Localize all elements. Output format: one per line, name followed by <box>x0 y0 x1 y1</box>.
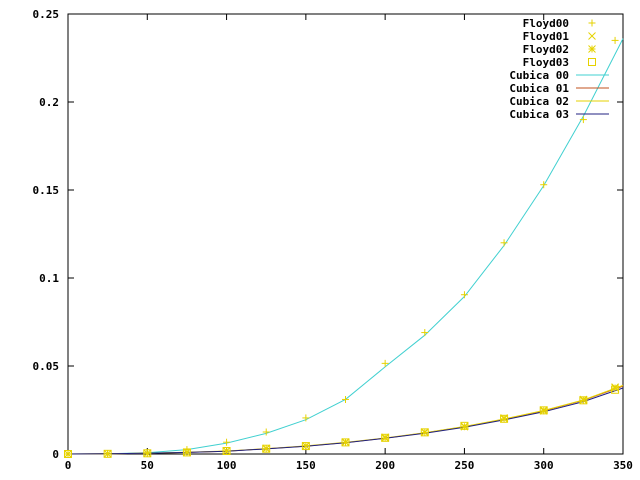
data-point-floyd02 <box>64 450 72 458</box>
data-point-floyd02 <box>341 438 350 447</box>
data-point-floyd02 <box>381 434 389 443</box>
data-point-floyd02 <box>183 448 191 457</box>
data-point-floyd03 <box>500 414 509 423</box>
legend-label: Cubica 02 <box>509 95 569 108</box>
legend-marker <box>588 19 596 27</box>
y-tick-label: 0.25 <box>33 8 60 21</box>
data-point-floyd00 <box>262 428 270 436</box>
x-tick-label: 250 <box>454 459 474 472</box>
data-point-floyd02 <box>143 449 152 458</box>
legend-label: Floyd00 <box>523 17 569 30</box>
data-point-floyd03 <box>262 444 271 453</box>
data-point-floyd00 <box>223 438 231 446</box>
series-points <box>64 36 620 458</box>
data-point-floyd00 <box>611 36 619 44</box>
legend-label: Cubica 01 <box>509 82 569 95</box>
x-tick-label: 100 <box>217 459 237 472</box>
data-point-floyd00 <box>342 395 349 403</box>
y-tick-label: 0.15 <box>33 184 60 197</box>
x-tick-label: 150 <box>296 459 316 472</box>
plot-frame <box>67 13 624 455</box>
data-point-floyd03 <box>143 449 152 458</box>
legend-marker <box>588 45 596 53</box>
data-point-floyd03 <box>579 396 588 405</box>
legend-marker <box>588 58 596 66</box>
data-point-floyd02 <box>262 444 271 453</box>
data-point-floyd03 <box>222 447 231 456</box>
data-point-floyd02 <box>103 449 112 458</box>
legend-label: Cubica 03 <box>509 108 569 121</box>
x-tick-label: 200 <box>375 459 395 472</box>
legend-label: Floyd01 <box>523 30 570 43</box>
x-tick-label: 50 <box>141 459 154 472</box>
data-point-floyd00 <box>421 329 429 337</box>
y-tick-label: 0.1 <box>39 272 59 285</box>
data-point-floyd03 <box>341 438 350 447</box>
y-tick-label: 0.05 <box>33 360 60 373</box>
data-point-floyd02 <box>222 446 231 455</box>
data-point-floyd03 <box>381 433 390 442</box>
data-point-floyd02 <box>500 414 508 423</box>
y-tick-label: 0 <box>52 448 59 461</box>
data-point-floyd03 <box>611 385 620 394</box>
data-point-floyd03 <box>420 428 429 437</box>
legend-label: Floyd02 <box>523 43 569 56</box>
data-point-floyd02 <box>579 396 588 405</box>
data-point-floyd02 <box>302 441 310 450</box>
data-point-floyd03 <box>539 406 548 415</box>
data-point-floyd03 <box>301 442 310 451</box>
data-point-floyd00 <box>540 181 548 189</box>
data-point-floyd03 <box>64 450 72 458</box>
data-point-floyd02 <box>611 384 619 392</box>
data-point-floyd02 <box>420 428 429 437</box>
x-tick-label: 350 <box>613 459 633 472</box>
legend-label: Cubica 00 <box>509 69 569 82</box>
x-tick-label: 0 <box>65 459 72 472</box>
legend-label: Floyd03 <box>523 56 569 69</box>
data-point-floyd00 <box>460 291 468 299</box>
axis-ticks: 0 50 100 150 200 250 300 350 0 0.05 0.1 0.15 0.2 0.25 <box>33 8 633 472</box>
data-point-floyd00 <box>302 414 310 422</box>
data-point-floyd03 <box>182 448 191 457</box>
data-point-floyd03 <box>103 449 112 458</box>
data-point-floyd00 <box>381 359 389 367</box>
x-tick-label: 300 <box>534 459 554 472</box>
y-tick-label: 0.2 <box>39 96 59 109</box>
data-point-floyd00 <box>500 239 508 247</box>
data-point-floyd00 <box>579 116 587 124</box>
legend-marker <box>588 32 596 40</box>
data-point-floyd03 <box>460 421 469 430</box>
data-point-floyd02 <box>539 407 548 415</box>
